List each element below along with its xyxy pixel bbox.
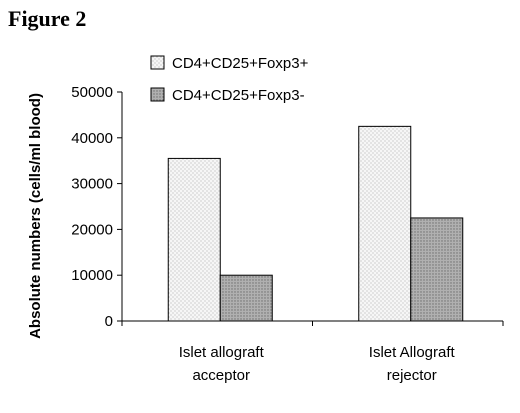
- category-label: acceptor: [192, 367, 250, 384]
- y-tick-label: 30000: [71, 176, 113, 193]
- figure-title: Figure 2: [8, 6, 87, 31]
- bar-foxp3-neg-1: [219, 274, 273, 322]
- legend-label: CD4+CD25+Foxp3+: [172, 55, 309, 72]
- y-axis-ticks: 0 10000 20000 30000 40000 50000: [71, 84, 122, 330]
- x-axis-categories: Islet allograft acceptor Islet Allograft re…: [179, 344, 456, 384]
- axes: [121, 92, 504, 326]
- y-tick-label: 10000: [71, 267, 113, 284]
- legend-swatch: [150, 55, 165, 70]
- bar-foxp3-pos-2: [358, 125, 412, 322]
- bar-foxp3-pos-1: [167, 157, 221, 322]
- legend-swatch: [150, 87, 165, 102]
- y-tick-label: 40000: [71, 130, 113, 147]
- y-tick-label: 50000: [71, 84, 113, 101]
- legend-label: CD4+CD25+Foxp3-: [172, 87, 305, 104]
- category-label: Islet Allograft: [369, 344, 456, 361]
- bar-foxp3-neg-2: [410, 217, 464, 322]
- y-tick-label: 0: [105, 313, 113, 330]
- bars: [167, 125, 464, 322]
- y-axis-label: Absolute numbers (cells/ml blood): [27, 93, 44, 339]
- category-label: Islet allograft: [179, 344, 265, 361]
- y-tick-label: 20000: [71, 221, 113, 238]
- category-label: rejector: [387, 367, 437, 384]
- legend: CD4+CD25+Foxp3+ CD4+CD25+Foxp3-: [150, 55, 309, 104]
